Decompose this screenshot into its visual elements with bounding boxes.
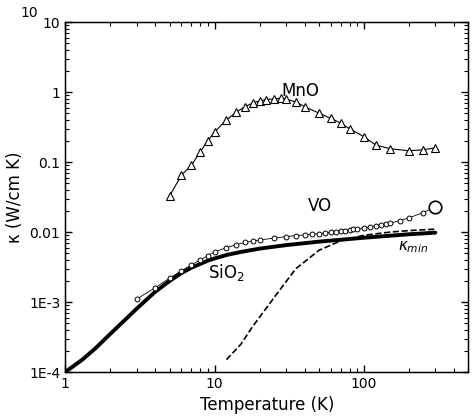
- Text: $\kappa_{min}$: $\kappa_{min}$: [399, 239, 429, 255]
- X-axis label: Temperature (K): Temperature (K): [200, 396, 334, 415]
- Text: 10: 10: [21, 5, 38, 20]
- Y-axis label: κ (W/cm K): κ (W/cm K): [6, 151, 24, 243]
- Text: MnO: MnO: [282, 82, 319, 100]
- Text: SiO$_2$: SiO$_2$: [208, 262, 245, 283]
- Text: VO: VO: [308, 197, 332, 215]
